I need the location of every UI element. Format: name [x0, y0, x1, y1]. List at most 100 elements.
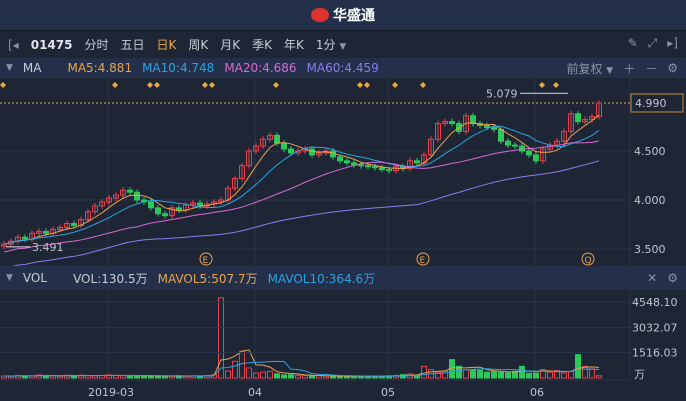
fullscreen-icon[interactable]: ⤢	[647, 36, 658, 50]
candle-body	[155, 207, 161, 215]
volume-bar	[295, 374, 301, 379]
minute-dropdown[interactable]: 1分 ▼	[316, 36, 346, 53]
volume-bar	[484, 371, 490, 379]
gear-icon[interactable]: ⚙	[667, 271, 678, 285]
candle-body	[176, 207, 182, 211]
volume-bar	[162, 375, 168, 379]
candle-body	[442, 121, 448, 125]
ma20-line	[3, 140, 600, 253]
pencil-icon[interactable]: ✎	[627, 36, 638, 50]
price-tick: 3.500	[634, 243, 666, 256]
mavol5-value: MAVOL5:507.7万	[157, 271, 258, 286]
candle-body	[533, 154, 539, 162]
candle-body	[162, 213, 168, 217]
candle-body	[99, 201, 105, 207]
candle-body	[428, 138, 434, 156]
volume-bar	[477, 369, 483, 379]
tab-yearly-k[interactable]: 年K	[284, 38, 304, 52]
candle-body	[64, 223, 70, 228]
exit-icon[interactable]: ▸]	[667, 36, 678, 50]
candle-body	[246, 150, 252, 167]
current-price-box	[630, 93, 684, 113]
volume-bar	[246, 367, 252, 379]
event-diamond	[392, 82, 398, 88]
event-diamond	[273, 82, 279, 88]
date-label: 05	[381, 386, 395, 399]
event-diamond	[539, 82, 545, 88]
plus-icon[interactable]: ＋	[623, 61, 636, 76]
gear-icon[interactable]: ⚙	[667, 61, 678, 75]
mavol10-value: MAVOL10:364.6万	[267, 271, 376, 286]
volume-chart[interactable]: 4548.10 3032.07 1516.03 万 2019-03 04 05 06	[0, 290, 686, 401]
volume-bar	[463, 369, 469, 379]
app-logo: 华盛通	[311, 5, 375, 25]
tab-fenshi[interactable]: 分时	[84, 38, 109, 52]
volume-bar	[533, 372, 539, 379]
ma10-line	[3, 125, 600, 245]
collapse-icon[interactable]: ▼	[6, 63, 13, 73]
candle-body	[1, 243, 7, 247]
candle-body	[491, 126, 497, 130]
adjust-label: 前复权	[566, 61, 603, 76]
candle-body	[505, 140, 511, 146]
event-circle	[199, 252, 213, 266]
candle-body	[197, 202, 203, 207]
candle-body	[449, 121, 455, 125]
volume-bar	[547, 371, 553, 379]
candle-body	[22, 236, 28, 240]
volume-bar	[302, 374, 308, 379]
candle-body	[568, 113, 574, 132]
tab-daily-k[interactable]: 日K	[156, 38, 177, 52]
candle-body	[190, 202, 196, 206]
volume-bar	[526, 372, 532, 379]
volume-bar	[575, 354, 581, 379]
candle-body	[512, 144, 518, 147]
event-diamond	[553, 82, 559, 88]
back-icon[interactable]: [◂	[8, 37, 19, 52]
date-label: 06	[530, 386, 544, 399]
candle-body	[127, 189, 133, 193]
close-icon[interactable]: ✕	[647, 271, 658, 285]
candle-body	[575, 113, 581, 123]
event-diamond	[147, 82, 153, 88]
price-chart[interactable]: 4.500 4.000 3.500 4.990 5.079 3.491 E E Q	[0, 78, 686, 266]
candle-body	[253, 145, 259, 152]
volume-tick: 3032.07	[632, 321, 678, 334]
candle-body	[372, 166, 378, 169]
event-label: E	[203, 256, 209, 266]
volume-bar	[554, 369, 560, 379]
adjust-dropdown[interactable]: 前复权 ▼	[566, 60, 613, 77]
ma60-line	[12, 160, 600, 266]
minus-icon[interactable]: －	[645, 61, 658, 76]
volume-bar	[435, 371, 441, 379]
ma10-value: MA10:4.748	[142, 61, 215, 75]
ma20-value: MA20:4.686	[224, 61, 297, 75]
title-bar: 华盛通	[0, 0, 686, 31]
volume-bar	[57, 375, 63, 379]
candle-body	[596, 102, 602, 118]
collapse-icon[interactable]: ▼	[6, 273, 13, 283]
event-diamond	[154, 82, 160, 88]
candle-body	[365, 165, 371, 168]
candle-body	[71, 223, 77, 226]
ma60-value: MA60:4.459	[306, 61, 379, 75]
volume-bar	[281, 374, 287, 379]
volume-bar	[267, 370, 273, 379]
candle-body	[43, 230, 49, 234]
candle-body	[561, 130, 567, 142]
candle-body	[92, 205, 98, 213]
volume-bar	[421, 365, 427, 379]
tab-monthly-k[interactable]: 月K	[220, 38, 241, 52]
volume-bar	[561, 372, 567, 379]
tab-weekly-k[interactable]: 周K	[188, 38, 209, 52]
candle-body	[120, 189, 126, 196]
candle-body	[519, 145, 525, 152]
ma-legend: ▼ MA MA5:4.881 MA10:4.748 MA20:4.686 MA6…	[0, 58, 686, 78]
tab-quarterly-k[interactable]: 季K	[252, 38, 272, 52]
tab-five-day[interactable]: 五日	[120, 38, 145, 52]
vol-label: VOL	[22, 271, 48, 285]
logo-icon	[311, 8, 329, 22]
volume-bar	[274, 373, 280, 379]
candle-body	[274, 134, 280, 144]
volume-bar	[141, 375, 147, 379]
